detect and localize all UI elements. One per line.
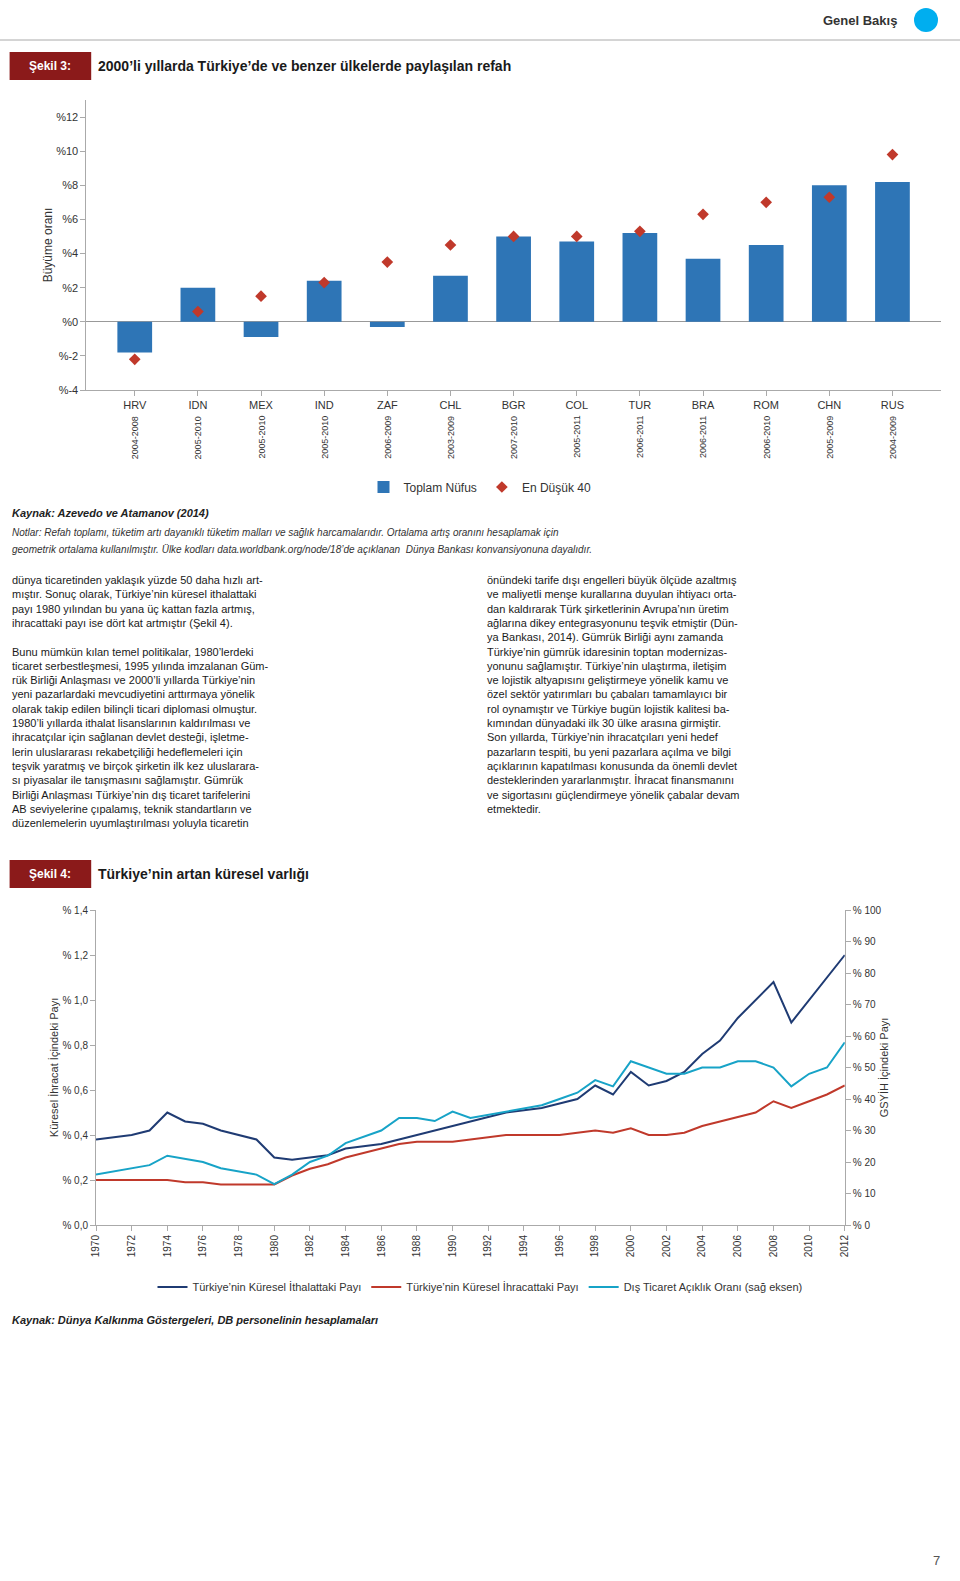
svg-text:MEX: MEX [249,399,274,411]
svg-text:2004-2008: 2004-2008 [130,416,140,459]
svg-text:2006-2011: 2006-2011 [635,416,645,458]
svg-text:1978: 1978 [233,1235,244,1258]
svg-text:1970: 1970 [90,1235,101,1258]
svg-text:% 30: % 30 [853,1125,876,1136]
svg-text:Büyüme oranı: Büyüme oranı [41,208,55,283]
svg-text:2004-2009: 2004-2009 [888,416,898,459]
svg-text:CHL: CHL [439,399,461,411]
svg-text:% 0,0: % 0,0 [62,1220,88,1231]
svg-text:%10: %10 [56,145,78,157]
svg-text:7: 7 [933,1553,940,1568]
svg-text:% 0,2: % 0,2 [62,1175,88,1186]
svg-text:2010: 2010 [803,1235,814,1258]
svg-text:1986: 1986 [376,1235,387,1258]
svg-text:CHN: CHN [817,399,841,411]
svg-text:Türkiye’nin artan küresel varl: Türkiye’nin artan küresel varlığı [98,866,309,882]
svg-text:% 0,4: % 0,4 [62,1130,88,1141]
svg-text:1996: 1996 [554,1235,565,1258]
svg-text:1990: 1990 [447,1235,458,1258]
svg-text:% 0,8: % 0,8 [62,1040,88,1051]
svg-text:2002: 2002 [661,1235,672,1258]
svg-text:% 60: % 60 [853,1031,876,1042]
svg-text:% 1,4: % 1,4 [62,905,88,916]
svg-text:%4: %4 [62,247,78,259]
svg-text:geometrik ortalama kullanılmış: geometrik ortalama kullanılmıştır. Ülke … [12,544,592,555]
svg-text:% 90: % 90 [853,936,876,947]
svg-text:%12: %12 [56,111,78,123]
svg-text:önündeki tarife dışı engelleri: önündeki tarife dışı engelleri büyük ölç… [487,574,740,815]
svg-text:%2: %2 [62,282,78,294]
svg-text:1974: 1974 [162,1235,173,1258]
svg-text:%6: %6 [62,213,78,225]
svg-text:1980: 1980 [269,1235,280,1258]
svg-text:2006-2010: 2006-2010 [762,416,772,459]
svg-text:% 100: % 100 [853,905,882,916]
svg-text:1984: 1984 [340,1235,351,1258]
svg-text:% 50: % 50 [853,1062,876,1073]
svg-text:1998: 1998 [589,1235,600,1258]
svg-text:2005-2011: 2005-2011 [572,415,582,457]
svg-text:Kaynak: Dünya Kalkınma Gösterg: Kaynak: Dünya Kalkınma Göstergeleri, DB … [12,1314,378,1326]
svg-text:% 10: % 10 [853,1188,876,1199]
svg-text:GSYİH İçindeki Payı: GSYİH İçindeki Payı [878,1018,890,1118]
svg-text:% 0: % 0 [853,1220,871,1231]
svg-text:IND: IND [315,399,334,411]
svg-text:1988: 1988 [411,1235,422,1258]
svg-text:Dış Ticaret Açıklık Oranı (sağ: Dış Ticaret Açıklık Oranı (sağ eksen) [624,1281,803,1293]
svg-text:ZAF: ZAF [377,399,398,411]
svg-text:Genel Bakış: Genel Bakış [823,13,897,28]
svg-text:ROM: ROM [753,399,779,411]
svg-text:% 70: % 70 [853,999,876,1010]
svg-text:COL: COL [565,399,588,411]
svg-text:Küresel İhracat İçindeki Payı: Küresel İhracat İçindeki Payı [48,998,60,1137]
svg-text:% 20: % 20 [853,1157,876,1168]
svg-text:2005-2010: 2005-2010 [193,416,203,459]
svg-text:2006-2009: 2006-2009 [383,416,393,459]
svg-text:2000: 2000 [625,1235,636,1258]
svg-text:2006: 2006 [732,1235,743,1258]
svg-text:BRA: BRA [692,399,715,411]
svg-text:2005-2010: 2005-2010 [320,416,330,459]
svg-text:1972: 1972 [126,1235,137,1258]
svg-text:Toplam Nüfus: Toplam Nüfus [404,481,477,495]
svg-text:2003-2009: 2003-2009 [446,416,456,459]
svg-text:%-4: %-4 [59,384,79,396]
svg-text:Türkiye’nin Küresel İhracattak: Türkiye’nin Küresel İhracattaki Payı [406,1281,578,1293]
svg-text:Türkiye’nin Küresel İthalattak: Türkiye’nin Küresel İthalattaki Payı [193,1281,362,1293]
svg-text:2007-2010: 2007-2010 [509,416,519,459]
svg-text:En Düşük 40: En Düşük 40 [522,481,591,495]
svg-text:TUR: TUR [629,399,652,411]
svg-text:% 0,6: % 0,6 [62,1085,88,1096]
svg-text:%8: %8 [62,179,78,191]
svg-text:BGR: BGR [502,399,526,411]
svg-text:% 80: % 80 [853,968,876,979]
svg-text:1976: 1976 [197,1235,208,1258]
svg-text:Şekil 4:: Şekil 4: [29,867,71,881]
svg-text:% 40: % 40 [853,1094,876,1105]
svg-text:% 1,0: % 1,0 [62,995,88,1006]
svg-text:dünya ticaretinden yaklaşık yü: dünya ticaretinden yaklaşık yüzde 50 dah… [12,574,269,829]
svg-text:2004: 2004 [696,1235,707,1258]
svg-text:Notlar: Refah toplamı, tüketim: Notlar: Refah toplamı, tüketim artı daya… [12,527,559,538]
svg-text:2005-2010: 2005-2010 [257,415,267,458]
svg-text:IDN: IDN [188,399,207,411]
svg-text:1994: 1994 [518,1235,529,1258]
svg-text:2012: 2012 [839,1235,850,1258]
svg-text:%-2: %-2 [59,350,79,362]
svg-text:%0: %0 [62,316,78,328]
svg-text:2000’li yıllarda Türkiye’de ve: 2000’li yıllarda Türkiye’de ve benzer ül… [98,58,511,74]
svg-text:Şekil 3:: Şekil 3: [29,59,71,73]
svg-text:2008: 2008 [768,1235,779,1258]
svg-text:% 1,2: % 1,2 [62,950,88,961]
svg-text:HRV: HRV [123,399,147,411]
svg-text:2006-2011: 2006-2011 [698,416,708,458]
svg-text:RUS: RUS [881,399,904,411]
svg-text:1992: 1992 [482,1235,493,1258]
svg-text:Kaynak: Azevedo ve Atamanov (2: Kaynak: Azevedo ve Atamanov (2014) [12,507,209,519]
svg-text:1982: 1982 [304,1235,315,1258]
svg-text:2005-2009: 2005-2009 [825,416,835,459]
